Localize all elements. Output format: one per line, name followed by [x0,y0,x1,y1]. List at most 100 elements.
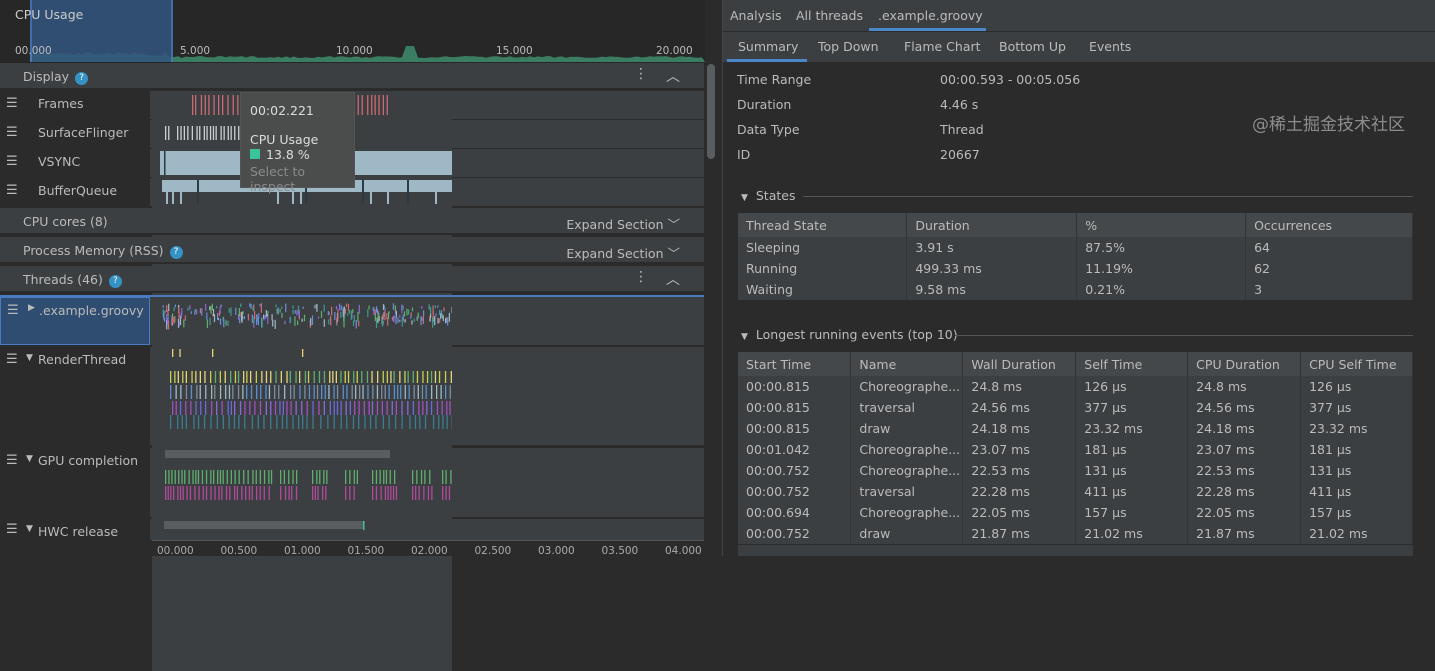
trace-slice [364,401,365,415]
trace-slice [242,385,243,399]
help-icon[interactable]: ? [75,72,88,85]
tab-events[interactable]: Events [1089,39,1131,54]
surfaceflinger-mark [204,126,205,140]
column-header[interactable]: Name [851,352,963,376]
trace-slice [423,315,424,325]
tab-bottom-up[interactable]: Bottom Up [999,39,1066,54]
display-section-header[interactable]: Display? ⋮ ︿ [0,63,704,90]
gpu-mark [231,470,232,484]
column-header[interactable]: CPU Duration [1188,352,1301,376]
drag-handle-icon[interactable]: ☰ [6,154,18,169]
expand-section-button[interactable]: Expand Section ﹀ [566,214,680,233]
vertical-scrollbar[interactable] [707,64,715,159]
thread-track-renderthread[interactable]: ☰▼RenderThread [0,347,704,445]
tab-top-down[interactable]: Top Down [818,39,879,54]
trace-slice [390,371,391,383]
process-memory-section[interactable]: Process Memory (RSS)? Expand Section ﹀ [0,237,704,264]
trace-slice [337,401,338,415]
expand-triangle-icon[interactable]: ▶ [28,303,35,313]
drag-handle-icon[interactable]: ☰ [6,125,18,140]
threads-section-header[interactable]: Threads (46)? ⋮ ︿ [0,266,704,293]
column-header[interactable]: Duration [907,213,1077,237]
tab-example-groovy[interactable]: .example.groovy [878,8,983,23]
tab-flame-chart[interactable]: Flame Chart [904,39,981,54]
trace-slice [242,312,243,322]
gpu-mark [198,470,199,484]
table-cell: 157 μs [1076,502,1188,523]
collapse-triangle-icon[interactable]: ▼ [26,524,33,534]
column-header[interactable]: CPU Self Time [1301,352,1413,376]
table-cell: 131 μs [1076,460,1188,481]
trace-slice [196,385,197,399]
column-header[interactable]: Self Time [1076,352,1188,376]
more-options-icon[interactable]: ⋮ [634,66,648,82]
trace-slice [435,305,436,308]
trace-slice [183,320,184,328]
gpu-mark [445,486,446,500]
trace-slice [442,415,443,429]
time-axis-tick: 03.500 [602,545,639,557]
expand-section-button[interactable]: Expand Section ﹀ [566,243,680,262]
thread-track-gpu-completion[interactable]: ☰▼GPU completion [0,448,704,517]
trace-slice [400,385,401,399]
column-header[interactable]: Start Time [738,352,851,376]
drag-handle-icon[interactable]: ☰ [6,96,18,111]
gpu-mark [226,486,227,500]
drag-handle-icon[interactable]: ☰ [6,453,18,468]
tab-analysis[interactable]: Analysis [730,8,782,23]
tab-summary[interactable]: Summary [738,39,798,54]
trace-slice [451,371,452,383]
states-section-header[interactable]: ▼ States [741,188,795,203]
table-cell: 22.53 ms [963,460,1076,481]
drag-handle-icon[interactable]: ☰ [6,522,18,537]
column-header[interactable]: Thread State [738,213,907,237]
cpu-cores-section[interactable]: CPU cores (8) Expand Section ﹀ [0,208,704,235]
surfaceflinger-mark [165,126,166,140]
collapse-triangle-icon[interactable]: ▼ [26,454,33,464]
trace-slice [249,401,250,415]
trace-slice [170,371,171,383]
thread-track-main[interactable]: ☰▶.example.groovy [0,295,704,345]
drag-handle-icon[interactable]: ☰ [6,183,18,198]
events-section-header[interactable]: ▼ Longest running events (top 10) [741,327,958,342]
column-header[interactable]: % [1077,213,1246,237]
trace-slice [172,317,173,324]
more-options-icon[interactable]: ⋮ [634,269,648,285]
tab-all-threads[interactable]: All threads [796,8,863,23]
drag-handle-icon[interactable]: ☰ [7,303,19,318]
drag-handle-icon[interactable]: ☰ [6,352,18,367]
trace-slice [439,318,440,322]
trace-slice [403,314,404,321]
trace-slice [238,415,239,429]
trace-slice [343,318,344,328]
column-header[interactable]: Wall Duration [963,352,1076,376]
trace-slice [376,318,377,322]
trace-slice [418,385,419,399]
column-header[interactable]: Occurrences [1246,213,1413,237]
trace-slice [297,321,298,326]
help-icon[interactable]: ? [170,246,183,259]
help-icon[interactable]: ? [109,275,122,288]
collapse-triangle-icon[interactable]: ▼ [26,353,33,363]
collapse-chevron-icon[interactable]: ︿ [666,66,680,86]
collapse-chevron-icon[interactable]: ︿ [666,269,680,289]
trace-slice [220,319,221,325]
trace-slice [258,415,259,429]
trace-slice [285,304,286,313]
cpu-usage-overview[interactable]: CPU Usage 00.000 5.000 10.000 15.000 20.… [0,0,705,64]
analysis-tabs: Analysis All threads .example.groovy [723,0,1435,32]
thread-track-hwc-release[interactable]: ☰▼HWC release [0,519,704,540]
trace-slice [279,401,280,415]
